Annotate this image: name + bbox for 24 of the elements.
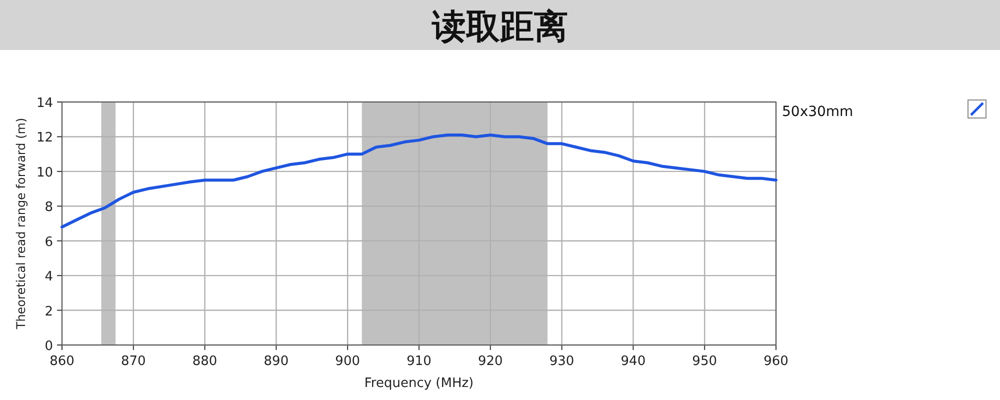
x-tick-label: 950 [692, 354, 718, 369]
x-tick-label: 900 [335, 354, 360, 369]
x-tick-label: 860 [50, 354, 74, 369]
y-tick-label: 10 [36, 165, 53, 180]
chart-title: 读取距离 [431, 7, 568, 47]
line-series [60, 133, 778, 228]
x-axis-title: Frequency (MHz) [364, 376, 474, 391]
x-tick-label: 890 [264, 354, 289, 369]
x-tick-label: 940 [620, 354, 646, 369]
y-tick-label: 2 [44, 304, 53, 320]
x-tick-label: 910 [406, 354, 432, 369]
x-tick-label: 870 [120, 354, 146, 369]
x-tick-label: 960 [764, 354, 788, 369]
y-tick-label: 12 [36, 130, 53, 146]
y-tick-label: 14 [36, 96, 53, 111]
y-tick-label: 0 [44, 339, 53, 354]
y-tick-label: 8 [44, 200, 53, 216]
y-tick-label: 4 [44, 270, 53, 285]
y-tick-label: 6 [44, 234, 53, 250]
text: 50x30mm [782, 104, 854, 120]
y-axis-title: Theoretical read range forward (m) [14, 118, 28, 330]
x-tick-label: 880 [192, 354, 218, 369]
x-tick-label: 920 [478, 354, 503, 369]
x-tick-label: 930 [549, 354, 574, 369]
